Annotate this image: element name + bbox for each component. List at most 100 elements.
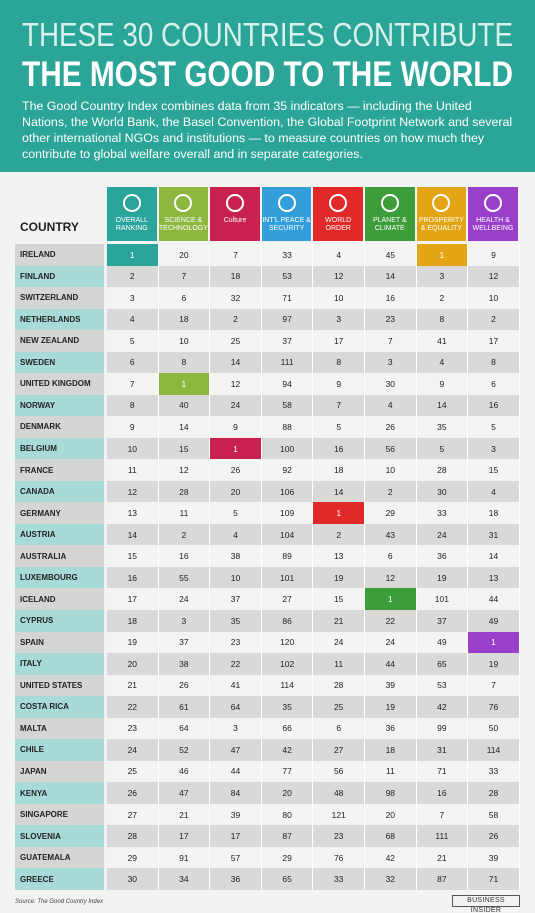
cell: 37 xyxy=(158,631,211,654)
cell: 91 xyxy=(158,846,211,869)
cell: 2 xyxy=(210,308,262,331)
country: BELGIUM xyxy=(15,437,104,460)
cell: 10 xyxy=(158,330,211,352)
cell: 30 xyxy=(416,480,469,503)
cell: 12 xyxy=(313,265,365,288)
cell: 17 xyxy=(107,588,159,610)
cell: 114 xyxy=(261,674,314,697)
cell: 61 xyxy=(158,696,211,718)
cell: 17 xyxy=(468,330,520,352)
cell: 87 xyxy=(261,825,314,847)
cell: 10 xyxy=(210,566,262,589)
cell: 3 xyxy=(210,717,262,740)
cell: 20 xyxy=(107,653,159,675)
cell: 16 xyxy=(313,437,365,460)
country: GERMANY xyxy=(15,502,104,524)
cell: 28 xyxy=(107,825,159,847)
cell: 1 xyxy=(210,437,262,460)
cell: 34 xyxy=(158,868,211,890)
cell: 14 xyxy=(365,265,417,288)
cell: 30 xyxy=(365,373,417,395)
cell: 15 xyxy=(158,437,211,460)
cell: 44 xyxy=(468,588,520,610)
cell: 71 xyxy=(261,287,314,309)
cell: 16 xyxy=(416,782,469,804)
cell: 24 xyxy=(158,588,211,610)
cell: 6 xyxy=(158,287,211,309)
cell: 27 xyxy=(107,803,159,826)
column-header: SCIENCE & TECHNOLOGY xyxy=(158,187,209,241)
cell: 121 xyxy=(313,803,365,826)
cell: 71 xyxy=(416,760,469,783)
cell: 24 xyxy=(416,523,469,546)
cell: 8 xyxy=(313,351,365,374)
cell: 4 xyxy=(416,351,469,374)
cell: 86 xyxy=(261,610,314,632)
country: LUXEMBOURG xyxy=(15,566,104,589)
cell: 1 xyxy=(313,502,365,524)
cell: 26 xyxy=(365,416,417,438)
cell: 9 xyxy=(107,416,159,438)
cell: 32 xyxy=(210,287,262,309)
cell: 5 xyxy=(416,437,469,460)
cell: 3 xyxy=(158,610,211,632)
cell: 44 xyxy=(365,653,417,675)
cell: 109 xyxy=(261,502,314,524)
cell: 99 xyxy=(416,717,469,740)
cell: 120 xyxy=(261,631,314,654)
cell: 23 xyxy=(365,308,417,331)
cell: 8 xyxy=(107,394,159,417)
cell: 65 xyxy=(261,868,314,890)
country: UNITED KINGDOM xyxy=(15,373,104,395)
cell: 35 xyxy=(210,610,262,632)
cell: 28 xyxy=(468,782,520,804)
cell: 23 xyxy=(107,717,159,740)
icon xyxy=(122,194,141,212)
cell: 38 xyxy=(210,545,262,567)
country: SPAIN xyxy=(15,631,104,654)
cell: 36 xyxy=(416,545,469,567)
cell: 20 xyxy=(210,480,262,503)
title-line: THESE 30 COUNTRIES CONTRIBUTE xyxy=(22,16,513,53)
cell: 18 xyxy=(468,502,520,524)
cell: 20 xyxy=(261,782,314,804)
cell: 29 xyxy=(261,846,314,869)
column-header: Culture xyxy=(210,187,260,241)
cell: 13 xyxy=(313,545,365,567)
cell: 65 xyxy=(416,653,469,675)
cell: 66 xyxy=(261,717,314,740)
cell: 29 xyxy=(107,846,159,869)
cell: 41 xyxy=(416,330,469,352)
cell: 39 xyxy=(468,846,520,869)
cell: 14 xyxy=(313,480,365,503)
cell: 14 xyxy=(107,523,159,546)
cell: 46 xyxy=(158,760,211,783)
country: SWEDEN xyxy=(15,351,104,374)
cell: 37 xyxy=(261,330,314,352)
cell: 106 xyxy=(261,480,314,503)
cell: 22 xyxy=(365,610,417,632)
cell: 50 xyxy=(468,717,520,740)
cell: 3 xyxy=(313,308,365,331)
cell: 102 xyxy=(261,653,314,675)
cell: 10 xyxy=(313,287,365,309)
cell: 48 xyxy=(313,782,365,804)
cell: 16 xyxy=(365,287,417,309)
cell: 84 xyxy=(210,782,262,804)
icon xyxy=(329,194,348,212)
cell: 13 xyxy=(468,566,520,589)
cell: 29 xyxy=(365,502,417,524)
cell: 18 xyxy=(313,459,365,481)
cell: 19 xyxy=(416,566,469,589)
cell: 58 xyxy=(468,803,520,826)
cell: 58 xyxy=(261,394,314,417)
cell: 12 xyxy=(107,480,159,503)
cell: 114 xyxy=(468,739,520,761)
cell: 5 xyxy=(107,330,159,352)
cell: 9 xyxy=(210,416,262,438)
cell: 12 xyxy=(158,459,211,481)
cell: 15 xyxy=(107,545,159,567)
country: IRELAND xyxy=(15,244,104,266)
cell: 52 xyxy=(158,739,211,761)
cell: 19 xyxy=(468,653,520,675)
